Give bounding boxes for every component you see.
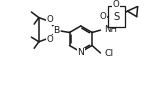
Text: B: B (53, 26, 59, 35)
Text: Cl: Cl (104, 49, 113, 58)
Text: O: O (47, 35, 53, 44)
Text: NH: NH (104, 25, 117, 34)
Text: O: O (113, 0, 120, 9)
Text: O: O (47, 15, 53, 24)
Text: O: O (99, 12, 106, 21)
Text: N: N (77, 48, 84, 57)
Text: S: S (113, 12, 119, 22)
